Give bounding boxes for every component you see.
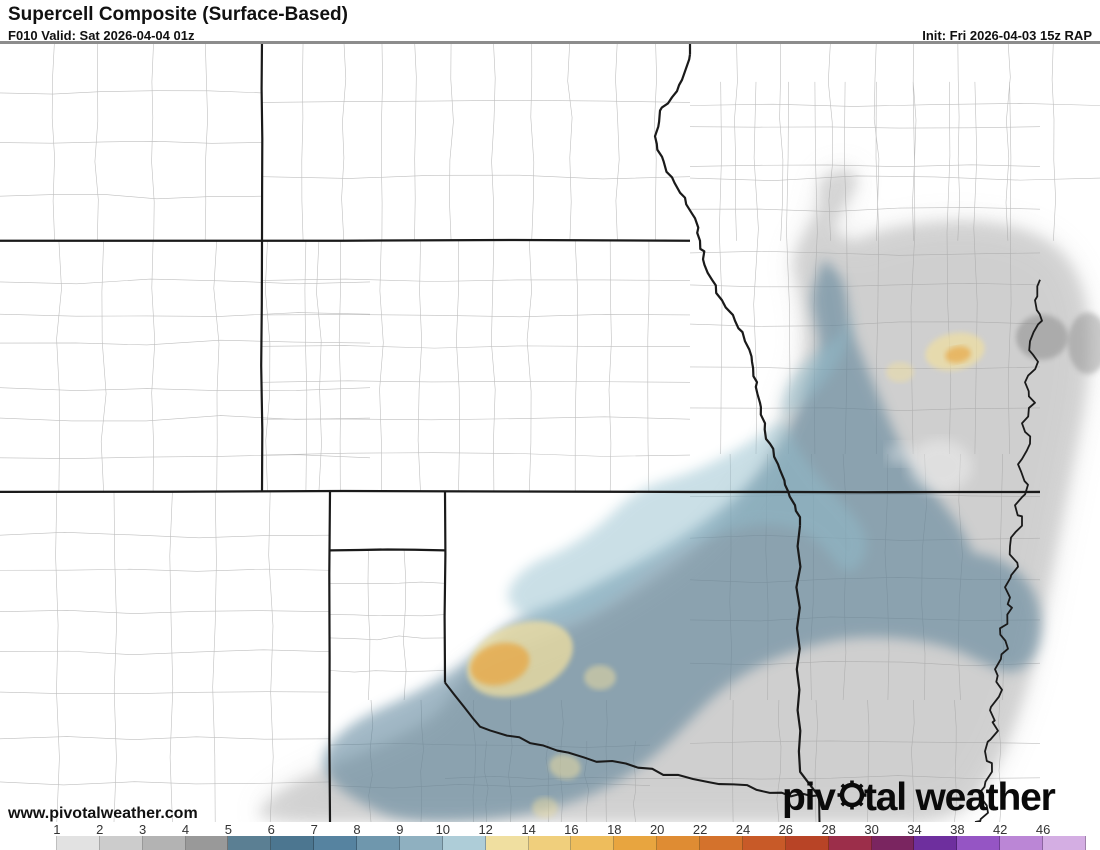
svg-text:tal weather: tal weather — [864, 776, 1056, 819]
svg-text:piv: piv — [782, 776, 836, 819]
